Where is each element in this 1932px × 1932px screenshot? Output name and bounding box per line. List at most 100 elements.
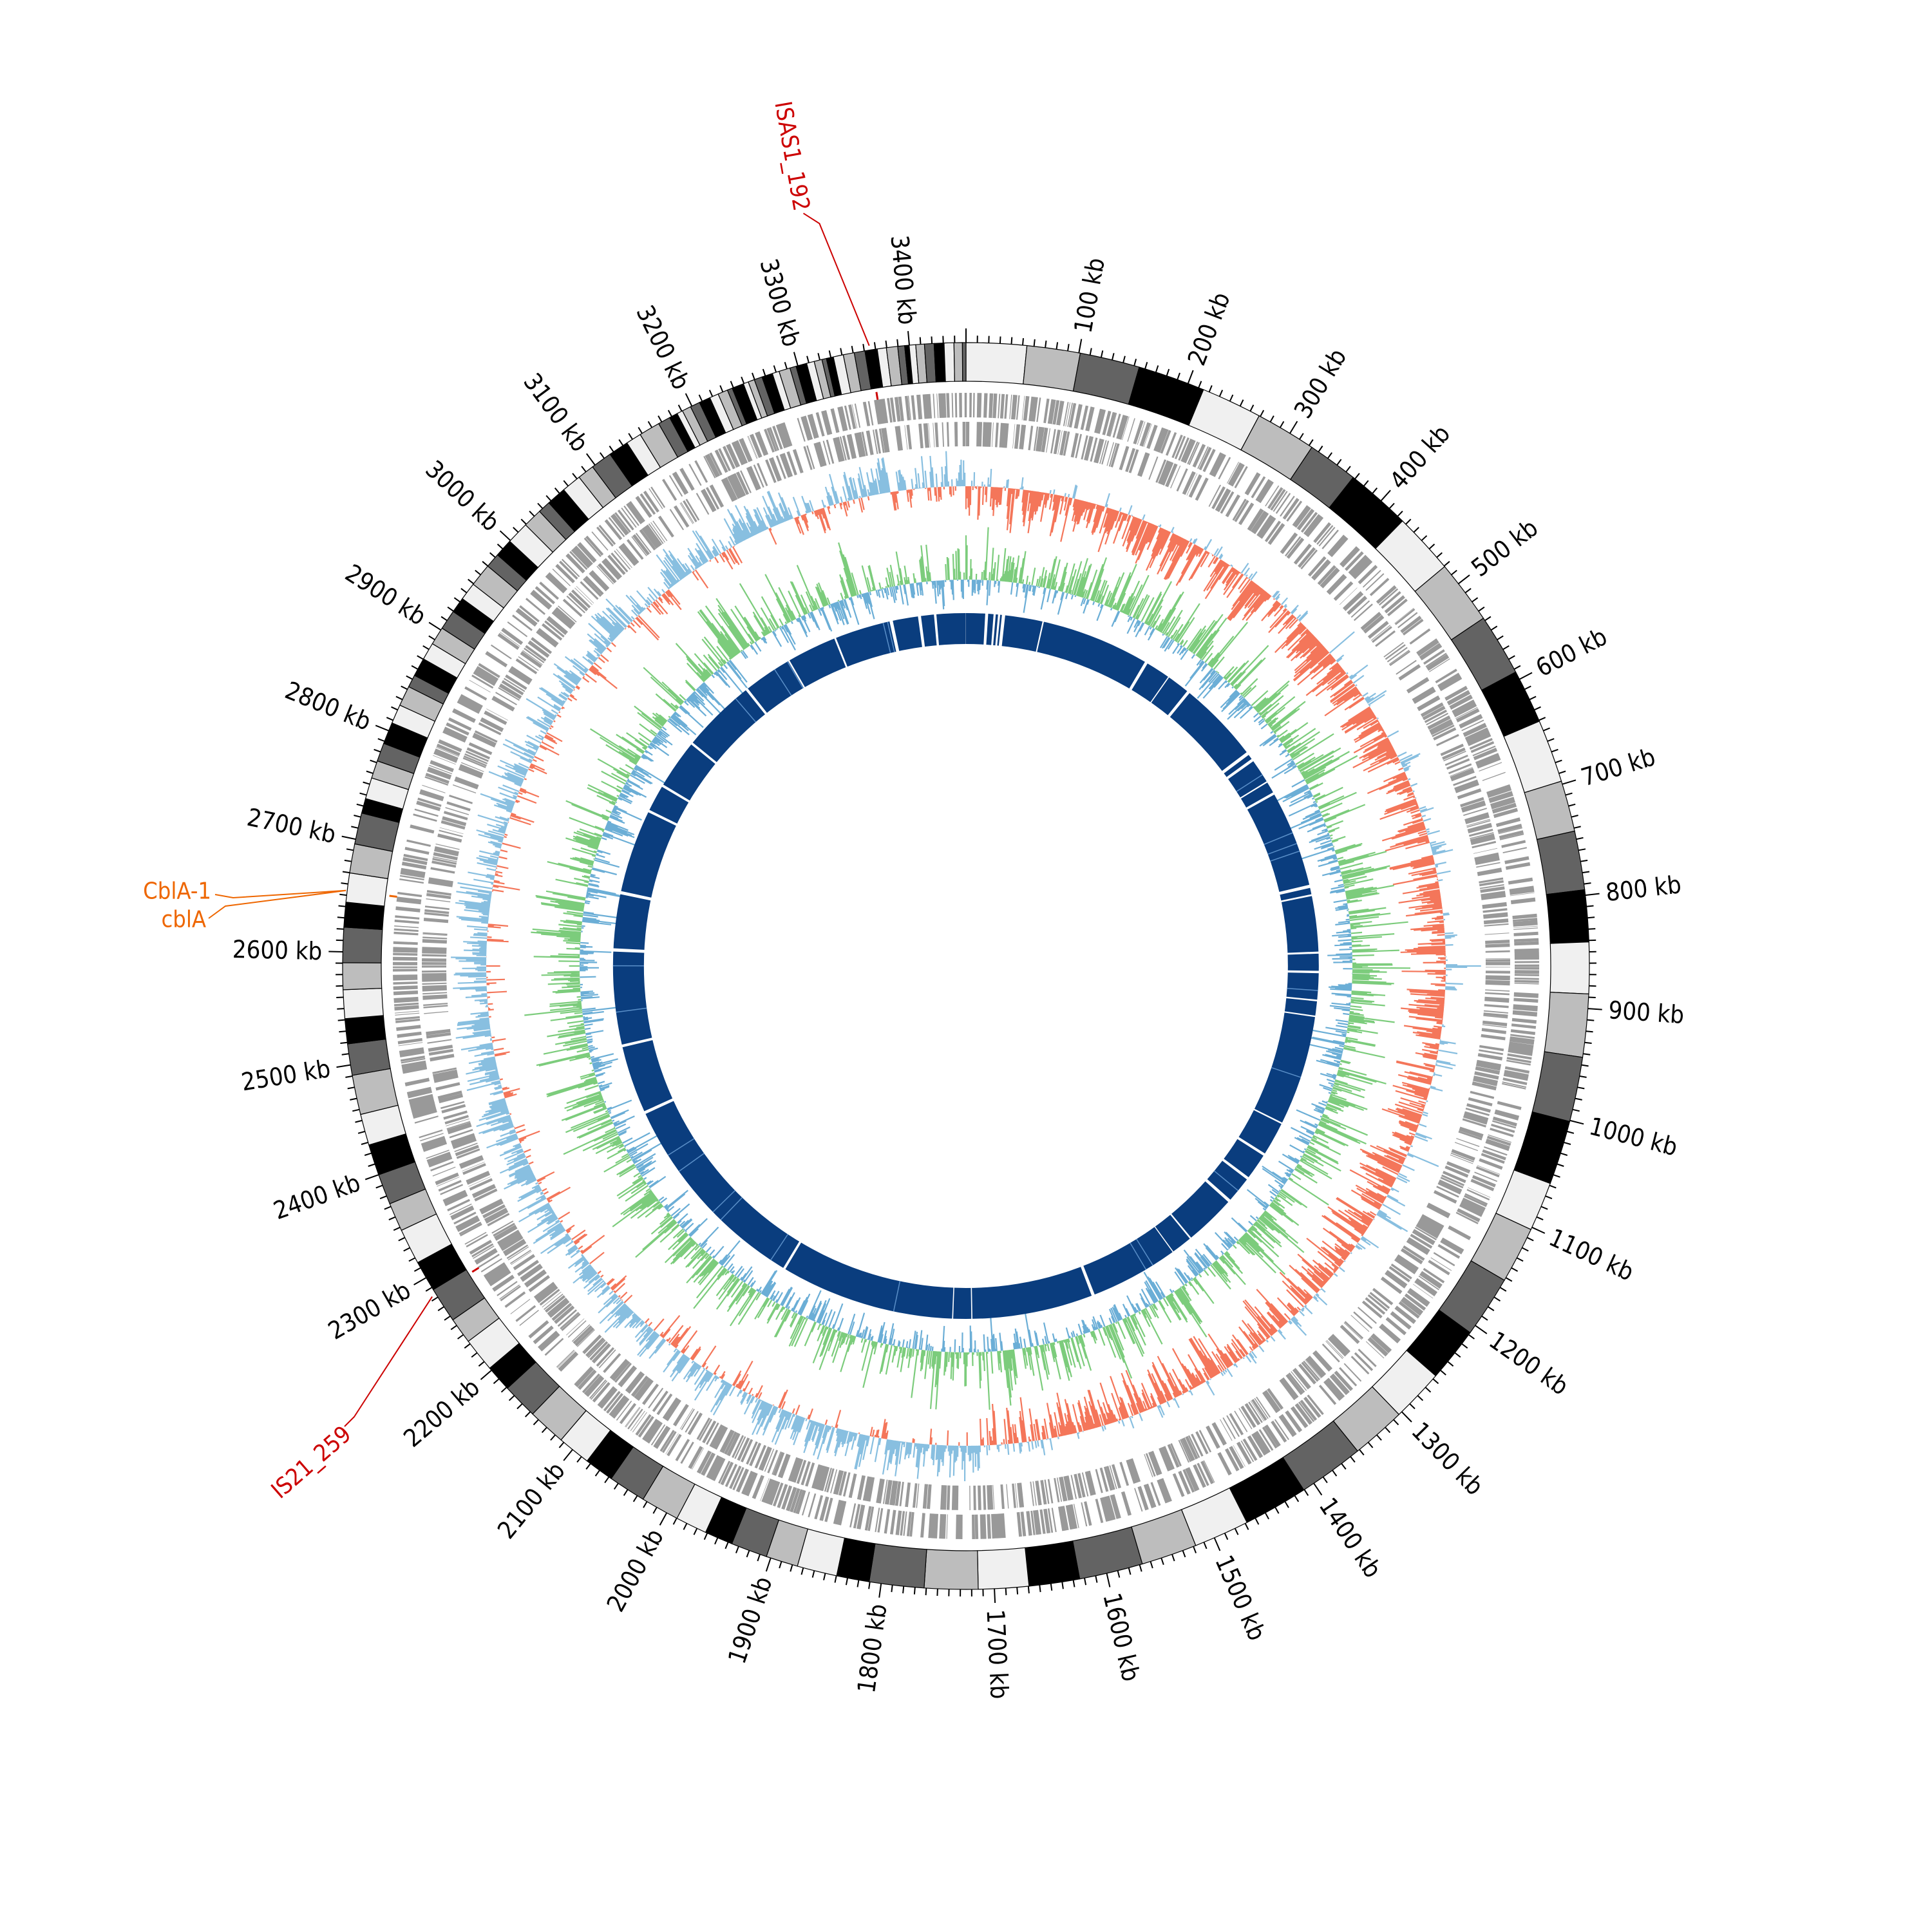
synteny-gap — [612, 948, 646, 953]
position-tick-label: 3000 kb — [420, 455, 505, 536]
synteny-gap — [1280, 894, 1314, 903]
contig-segment — [1025, 1540, 1081, 1587]
synteny-gap — [1128, 661, 1148, 691]
contig-segment — [1531, 1051, 1584, 1122]
gc-skew-track — [451, 451, 1481, 1482]
synteny-break — [1214, 1170, 1239, 1191]
synteny-break — [1236, 774, 1263, 792]
synteny-gap — [1283, 1011, 1317, 1018]
synteny-gap — [1221, 1158, 1250, 1180]
position-tick-label: 2500 kb — [240, 1054, 333, 1096]
synteny-gap — [995, 613, 1001, 647]
synteny-break — [787, 661, 804, 689]
synteny-gap — [744, 687, 768, 715]
gc-content-positive — [524, 527, 1411, 1410]
synteny-gap — [690, 741, 718, 765]
synteny-break — [893, 1281, 901, 1312]
synteny-gap — [1278, 884, 1312, 895]
position-tick-label: 3200 kb — [630, 301, 696, 394]
position-tick-label: 700 kb — [1578, 743, 1658, 791]
synteny-break — [1136, 1238, 1153, 1266]
synteny-break — [887, 621, 895, 652]
annotation-label-cbla: cblA — [161, 907, 206, 933]
synteny-gap — [787, 659, 806, 689]
synteny-gap — [1285, 996, 1319, 1002]
contig-segment — [343, 902, 385, 931]
synteny-break — [882, 623, 891, 654]
position-tick-label: 1000 kb — [1586, 1112, 1680, 1161]
synteny-ring — [612, 612, 1320, 1320]
synteny-gap — [1080, 1264, 1095, 1297]
contig-segment — [1524, 781, 1575, 840]
synteny-break — [774, 669, 792, 696]
contig-segment — [923, 1549, 979, 1590]
position-tick-label: 1600 kb — [1097, 1590, 1145, 1684]
contig-segment — [953, 342, 963, 382]
synteny-gap — [1036, 620, 1045, 654]
position-tick-label: 1200 kb — [1484, 1326, 1573, 1401]
synteny-gap — [971, 1286, 972, 1320]
synteny-break — [1267, 842, 1298, 855]
position-tick-label: 100 kb — [1068, 256, 1110, 336]
position-tick-label: 200 kb — [1182, 289, 1236, 370]
synteny-break — [1271, 1067, 1302, 1078]
annotation-leader — [802, 213, 870, 346]
contig-ring — [342, 342, 1590, 1590]
contig-segment — [342, 962, 383, 990]
synteny-gap — [1153, 1225, 1175, 1253]
contig-segment — [346, 1038, 391, 1076]
position-tick-label: 900 kb — [1607, 996, 1685, 1029]
synteny-gap — [619, 891, 653, 901]
synteny-gap — [1239, 781, 1269, 799]
contig-segment — [1536, 830, 1586, 895]
position-tick-label: 1700 kb — [981, 1609, 1014, 1700]
synteny-gap — [1253, 1108, 1283, 1125]
contig-segment — [1544, 992, 1589, 1058]
position-tick-label: 400 kb — [1384, 419, 1455, 495]
contig-segment — [1072, 1526, 1143, 1580]
position-tick-label: 1900 kb — [723, 1573, 778, 1667]
synteny-gap — [1226, 758, 1255, 780]
synteny-gap — [918, 614, 925, 649]
synteny-break — [1264, 832, 1293, 845]
synteny-gap — [889, 620, 900, 653]
contig-segment — [342, 927, 383, 963]
synteny-gap — [1286, 970, 1320, 974]
synteny-gap — [1167, 690, 1191, 718]
contig-segment — [977, 1547, 1030, 1590]
synteny-gap — [661, 784, 691, 804]
synteny-break — [735, 698, 757, 723]
synteny-gap — [998, 613, 1006, 648]
position-tick-label: 3300 kb — [754, 256, 806, 350]
synteny-gap — [952, 1286, 954, 1320]
synteny-gap — [620, 1037, 654, 1048]
synteny-break — [1270, 850, 1300, 862]
synteny-break — [712, 1189, 736, 1213]
position-tick-label: 600 kb — [1531, 622, 1612, 682]
gc-skew-negative — [486, 486, 1446, 1446]
position-tick-label: 1100 kb — [1545, 1223, 1638, 1286]
synteny-break — [1130, 1242, 1147, 1270]
position-tick-label: 2600 kb — [232, 935, 322, 965]
tick-marks — [328, 328, 1602, 1604]
synteny-break — [678, 1153, 705, 1172]
gc-skew-positive — [451, 451, 1481, 1482]
position-tick-label: 2700 kb — [245, 803, 338, 849]
position-tick-label: 2200 kb — [399, 1373, 486, 1453]
synteny-gap — [1245, 791, 1276, 810]
synteny-break — [720, 1197, 743, 1220]
synteny-gap — [934, 612, 940, 647]
contig-segment — [943, 342, 956, 383]
position-tick-label: 1500 kb — [1209, 1551, 1271, 1644]
contig-segment — [933, 342, 946, 383]
position-tick-label: 3100 kb — [518, 368, 594, 457]
annotation-leader — [214, 889, 346, 899]
contig-segment — [965, 342, 1028, 385]
position-tick-label: 2100 kb — [492, 1457, 571, 1544]
synteny-gap — [1221, 751, 1250, 774]
position-tick-label: 1400 kb — [1314, 1493, 1387, 1583]
position-tick-label: 1300 kb — [1406, 1417, 1489, 1501]
synteny-band — [612, 613, 1319, 1320]
synteny-gap — [1204, 1178, 1232, 1203]
